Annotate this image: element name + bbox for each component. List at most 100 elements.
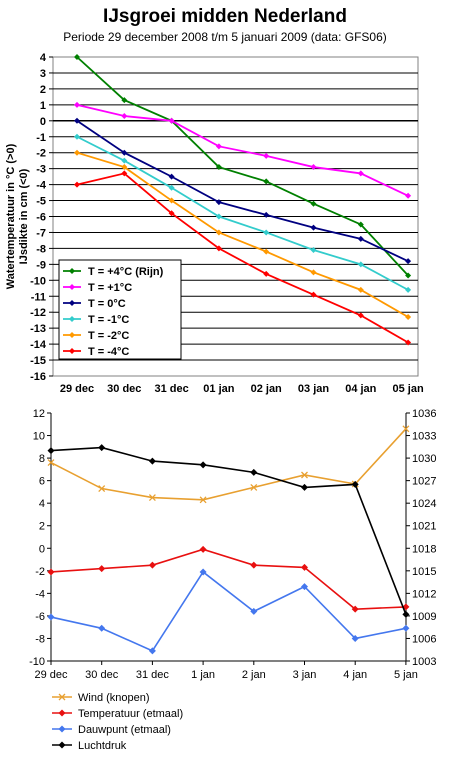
right-tick-label: 1036 <box>412 408 436 420</box>
legend-marker <box>69 268 75 274</box>
x-tick-label: 3 jan <box>293 669 317 681</box>
data-point <box>98 565 106 573</box>
y-tick-label: -11 <box>31 291 46 303</box>
series-line <box>76 120 409 262</box>
x-tick-label: 31 dec <box>154 383 188 395</box>
x-tick-label: 31 dec <box>136 669 170 681</box>
data-point <box>405 258 412 265</box>
x-tick-label: 4 jan <box>343 669 367 681</box>
legend-entry: Dauwpunt (etmaal) <box>78 724 171 736</box>
x-tick-label: 2 jan <box>242 669 266 681</box>
data-point <box>301 471 308 479</box>
left-tick-label: 4 <box>39 498 45 510</box>
right-tick-label: 1027 <box>412 476 436 488</box>
data-point <box>74 149 80 156</box>
data-point <box>310 269 317 276</box>
data-point <box>148 561 156 569</box>
left-tick-label: -2 <box>35 566 45 578</box>
series-line <box>76 172 409 344</box>
right-tick-label: 1021 <box>412 521 436 533</box>
data-point <box>402 624 410 632</box>
series-line <box>50 570 407 652</box>
y-tick-label: -2 <box>36 148 46 160</box>
data-point <box>74 133 80 140</box>
right-tick-label: 1003 <box>412 656 436 668</box>
data-point <box>74 101 80 108</box>
data-point <box>263 211 270 218</box>
x-tick-label: 1 jan <box>191 669 215 681</box>
data-point <box>405 286 412 293</box>
data-point <box>98 624 106 632</box>
left-tick-label: 2 <box>39 521 45 533</box>
y-tick-label: -16 <box>30 371 46 383</box>
data-point <box>250 561 258 569</box>
data-point <box>310 291 317 298</box>
left-tick-label: 0 <box>39 543 45 555</box>
data-point <box>310 224 317 231</box>
data-point <box>263 248 270 255</box>
ice-growth-chart: 4 3 2 1 0 -1 -2 -3 -4 -5 -6 -7 -8 -9 -10 -11 -12 -13 -14 -1… <box>5 52 424 395</box>
legend-entry: T = -2°C <box>88 330 129 342</box>
legend-entry: T = 0°C <box>88 298 126 310</box>
legend-marker <box>58 741 66 749</box>
data-point <box>357 235 364 242</box>
data-point <box>310 246 317 253</box>
data-point <box>47 613 55 621</box>
y-tick-label: -8 <box>36 243 46 255</box>
data-point <box>405 339 412 346</box>
data-point <box>215 143 222 150</box>
data-point <box>199 461 207 469</box>
data-point <box>74 54 80 60</box>
y-tick-label: -1 <box>36 132 46 144</box>
legend-marker <box>69 332 75 338</box>
y-tick-label: -3 <box>36 164 46 176</box>
y-tick-label: -9 <box>36 259 46 271</box>
y-tick-label: 0 <box>40 116 46 128</box>
right-tick-label: 1015 <box>412 566 436 578</box>
data-point <box>47 459 55 467</box>
legend-entry: T = +1°C <box>88 282 132 294</box>
legend-marker <box>58 709 66 717</box>
data-point <box>351 634 359 642</box>
data-point <box>357 221 364 228</box>
series-line <box>76 135 409 291</box>
data-point <box>168 117 175 124</box>
series-line <box>50 428 407 501</box>
data-point <box>47 447 55 455</box>
left-tick-label: 12 <box>33 408 45 420</box>
legend-marker <box>69 300 75 306</box>
legend-marker <box>69 316 75 322</box>
legend-marker <box>58 693 66 701</box>
legend-entry: Temperatuur (etmaal) <box>78 708 183 720</box>
y-tick-label: -13 <box>30 323 46 335</box>
data-point <box>301 483 308 491</box>
series-line <box>50 446 407 615</box>
right-tick-label: 1024 <box>412 498 436 510</box>
data-point <box>405 192 412 199</box>
data-point <box>74 117 80 124</box>
right-tick-label: 1018 <box>412 543 436 555</box>
data-point <box>405 272 412 279</box>
legend-marker <box>58 725 66 733</box>
data-point <box>121 157 128 164</box>
data-point <box>47 568 55 576</box>
data-point <box>121 113 128 120</box>
left-tick-label: 6 <box>39 476 45 488</box>
data-point <box>215 245 222 252</box>
y-tick-label: -12 <box>30 307 46 319</box>
x-tick-label: 29 dec <box>34 669 68 681</box>
data-point <box>263 178 270 185</box>
data-point <box>98 485 106 492</box>
data-point <box>402 610 410 618</box>
y-tick-label: 1 <box>40 100 46 112</box>
y-tick-label: -4 <box>36 180 47 192</box>
data-point <box>263 270 270 277</box>
data-point <box>215 213 222 220</box>
legend-entry: Wind (knopen) <box>78 692 150 704</box>
series-line <box>76 151 409 318</box>
series-line <box>76 103 409 197</box>
legend-entry: Luchtdruk <box>78 740 127 752</box>
right-tick-label: 1030 <box>412 453 436 465</box>
data-point <box>121 170 128 177</box>
